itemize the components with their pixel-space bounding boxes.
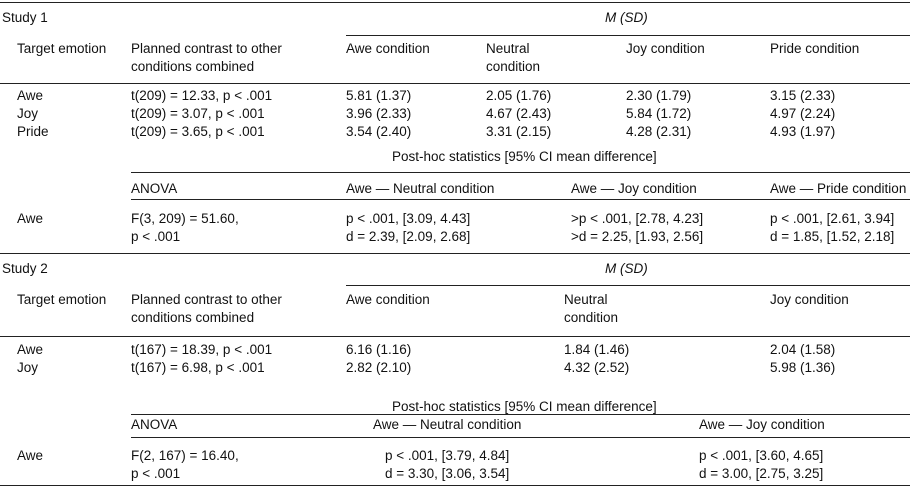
anova-header: Awe — Neutral condition <box>373 417 522 432</box>
cell: t(209) = 3.65, p < .001 <box>131 124 265 139</box>
posthoc-label: Post-hoc statistics [95% CI mean differe… <box>392 399 657 414</box>
cell: p < .001, [2.61, 3.94] <box>770 211 895 226</box>
cell: 3.31 (2.15) <box>486 124 552 139</box>
column-header: Target emotion <box>17 292 107 307</box>
cell: t(209) = 12.33, p < .001 <box>131 88 273 103</box>
cell: >p < .001, [2.78, 4.23] <box>571 211 704 226</box>
row-label: Awe <box>17 88 44 103</box>
cell: 1.84 (1.46) <box>564 342 630 357</box>
row-label: Joy <box>17 360 39 375</box>
cell: 3.54 (2.40) <box>346 124 412 139</box>
cell: d = 3.00, [2.75, 3.25] <box>699 466 824 481</box>
column-header: Planned contrast to other conditions com… <box>131 292 282 325</box>
column-header: Awe condition <box>346 292 430 307</box>
row-label: Joy <box>17 106 39 121</box>
rule <box>131 199 910 200</box>
cell: p < .001, [3.09, 4.43] <box>346 211 471 226</box>
cell: 6.16 (1.16) <box>346 342 412 357</box>
rule <box>0 253 910 254</box>
rule <box>131 437 910 438</box>
cell: 5.81 (1.37) <box>346 88 412 103</box>
cell: p < .001, [3.79, 4.84] <box>385 448 510 463</box>
column-header: Joy condition <box>770 292 849 307</box>
rule <box>0 83 910 84</box>
anova-header: Awe — Joy condition <box>699 417 825 432</box>
cell: 3.15 (2.33) <box>770 88 836 103</box>
cell: d = 3.30, [3.06, 3.54] <box>385 466 510 481</box>
cell: F(3, 209) = 51.60, <box>131 211 239 226</box>
anova-header: ANOVA <box>131 417 178 432</box>
cell: t(209) = 3.07, p < .001 <box>131 106 265 121</box>
rule <box>0 2 910 3</box>
rule <box>346 35 910 36</box>
msd-label: M (SD) <box>605 10 648 25</box>
cell: F(2, 167) = 16.40, <box>131 448 239 463</box>
rule <box>0 336 910 337</box>
study-label: Study 2 <box>2 261 48 276</box>
column-header: Neutral condition <box>564 292 619 325</box>
rule <box>131 414 910 415</box>
cell: d = 1.85, [1.52, 2.18] <box>770 229 895 244</box>
column-header: Awe condition <box>346 41 430 56</box>
cell: 4.28 (2.31) <box>626 124 692 139</box>
anova-header: Awe — Pride condition <box>770 181 907 196</box>
cell: >d = 2.25, [1.93, 2.56] <box>571 229 704 244</box>
cell: p < .001 <box>131 466 181 481</box>
cell: d = 2.39, [2.09, 2.68] <box>346 229 471 244</box>
cell: 4.97 (2.24) <box>770 106 836 121</box>
anova-header: Awe — Neutral condition <box>346 181 495 196</box>
column-header: Neutral condition <box>486 41 541 74</box>
cell: 5.84 (1.72) <box>626 106 692 121</box>
cell: 4.32 (2.52) <box>564 360 630 375</box>
column-header: Pride condition <box>770 41 860 56</box>
cell: t(167) = 6.98, p < .001 <box>131 360 265 375</box>
cell: t(167) = 18.39, p < .001 <box>131 342 273 357</box>
rule <box>131 172 910 173</box>
anova-header: ANOVA <box>131 181 178 196</box>
row-label: Awe <box>17 211 44 226</box>
column-header: Target emotion <box>17 41 107 56</box>
row-label: Awe <box>17 342 44 357</box>
cell: 2.04 (1.58) <box>770 342 836 357</box>
cell: 2.82 (2.10) <box>346 360 412 375</box>
rule <box>346 285 910 286</box>
cell: 4.93 (1.97) <box>770 124 836 139</box>
cell: p < .001 <box>131 229 181 244</box>
cell: 2.30 (1.79) <box>626 88 692 103</box>
posthoc-label: Post-hoc statistics [95% CI mean differe… <box>392 149 657 164</box>
row-label: Pride <box>17 124 49 139</box>
rule <box>0 485 910 486</box>
anova-header: Awe — Joy condition <box>571 181 697 196</box>
cell: 2.05 (1.76) <box>486 88 552 103</box>
cell: 5.98 (1.36) <box>770 360 836 375</box>
msd-label: M (SD) <box>605 261 648 276</box>
column-header: Joy condition <box>626 41 705 56</box>
cell: 4.67 (2.43) <box>486 106 552 121</box>
row-label: Awe <box>17 448 44 463</box>
cell: 3.96 (2.33) <box>346 106 412 121</box>
column-header: Planned contrast to other conditions com… <box>131 41 282 74</box>
cell: p < .001, [3.60, 4.65] <box>699 448 824 463</box>
study-label: Study 1 <box>2 10 48 25</box>
